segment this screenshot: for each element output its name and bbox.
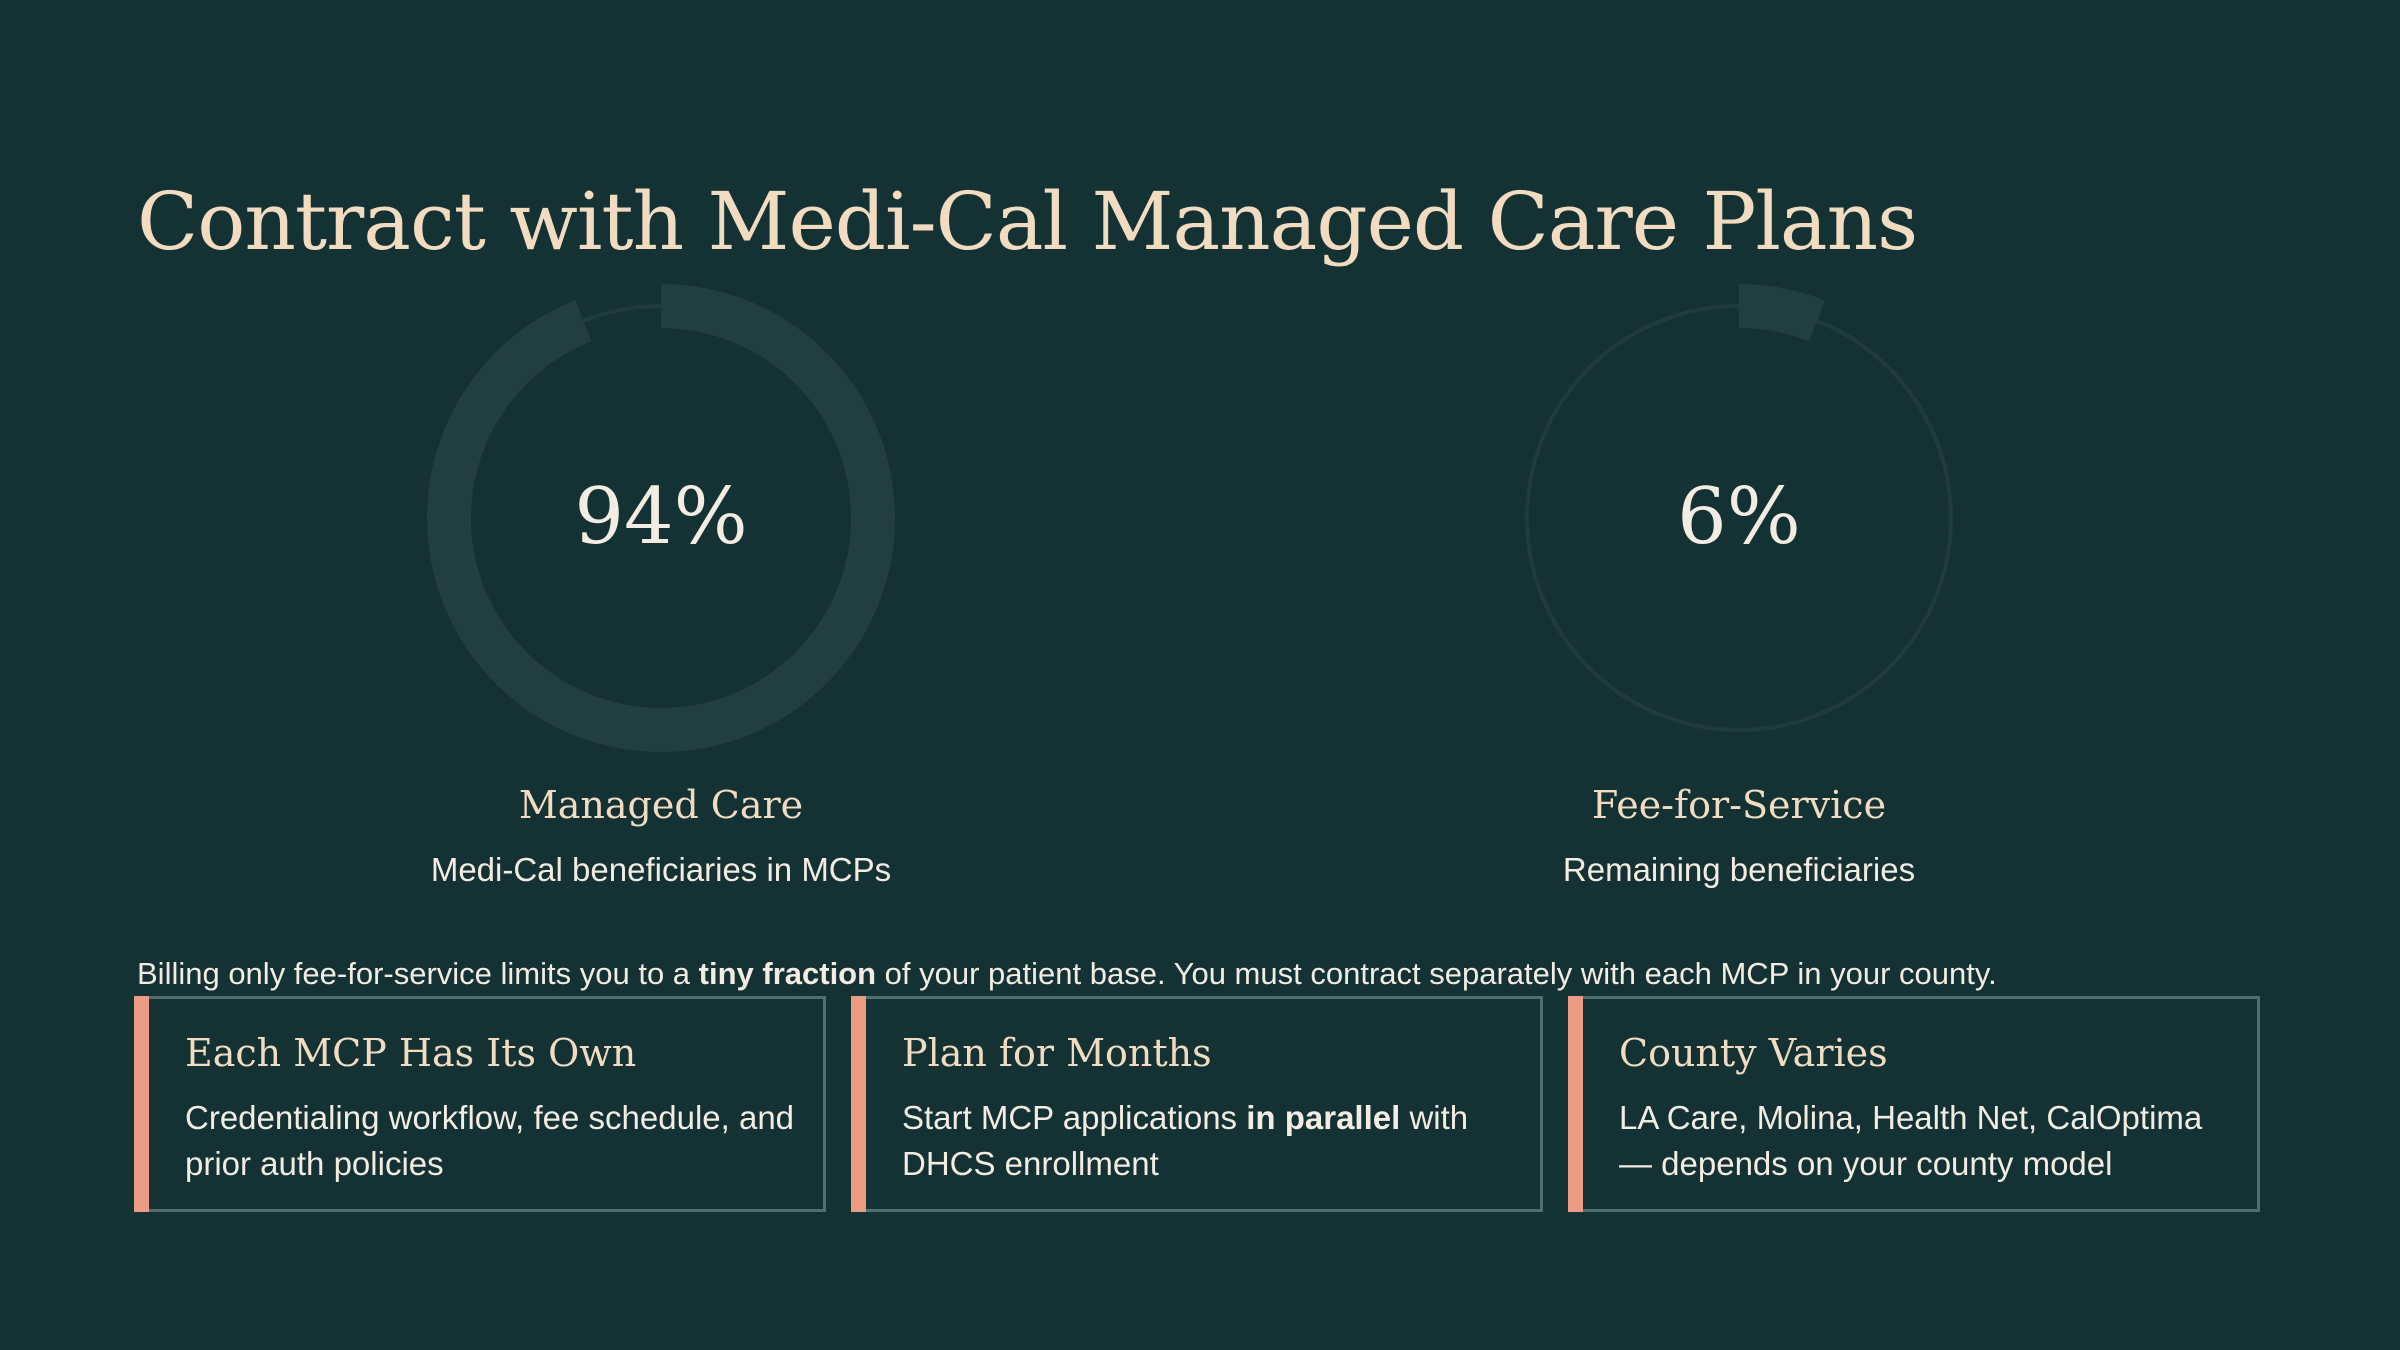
page-title: Contract with Medi-Cal Managed Care Plan… [137, 174, 1918, 268]
stat-fee-for-service: 6% Fee-for-Service Remaining beneficiari… [1389, 0, 2089, 900]
info-card-county-varies: County Varies LA Care, Molina, Health Ne… [1568, 996, 2260, 1212]
info-card-mcp-own: Each MCP Has Its Own Credentialing workf… [134, 996, 826, 1212]
stat-managed-care: 94% Managed Care Medi-Cal beneficiaries … [311, 0, 1011, 900]
note-text-end: of your patient base. You must contract … [876, 956, 1997, 991]
donut-ring-managed-care [427, 284, 895, 752]
card-body: Credentialing workflow, fee schedule, an… [185, 1099, 795, 1183]
card-accent-bar [1568, 996, 1583, 1212]
card-accent-bar [134, 996, 149, 1212]
card-body: LA Care, Molina, Health Net, CalOptima —… [1619, 1099, 2203, 1183]
stat-value: 6% [1677, 472, 1801, 562]
note-emphasis: tiny fraction [698, 956, 877, 991]
info-cards: Each MCP Has Its Own Credentialing workf… [134, 996, 2262, 1218]
card-accent-bar [851, 996, 866, 1212]
stat-label: Fee-for-Service [1591, 783, 1887, 827]
note-text: Billing only fee-for-service limits you … [137, 956, 699, 991]
stat-label: Managed Care [518, 783, 804, 827]
card-title: Each MCP Has Its Own [185, 1031, 637, 1075]
stat-subtitle: Medi-Cal beneficiaries in MCPs [430, 851, 892, 888]
donut-fill [1505, 284, 1973, 752]
stat-value: 94% [574, 472, 748, 562]
card-body: Start MCP applications in parallel with … [902, 1099, 1469, 1183]
stat-subtitle: Remaining beneficiaries [1562, 851, 1916, 888]
donut-fill [427, 284, 895, 752]
card-title: Plan for Months [902, 1031, 1212, 1075]
info-card-plan-months: Plan for Months Start MCP applications i… [851, 996, 1543, 1212]
donut-ring-fee-for-service [1505, 284, 1973, 752]
card-title: County Varies [1619, 1031, 1888, 1075]
summary-note: Billing only fee-for-service limits you … [137, 955, 2317, 992]
